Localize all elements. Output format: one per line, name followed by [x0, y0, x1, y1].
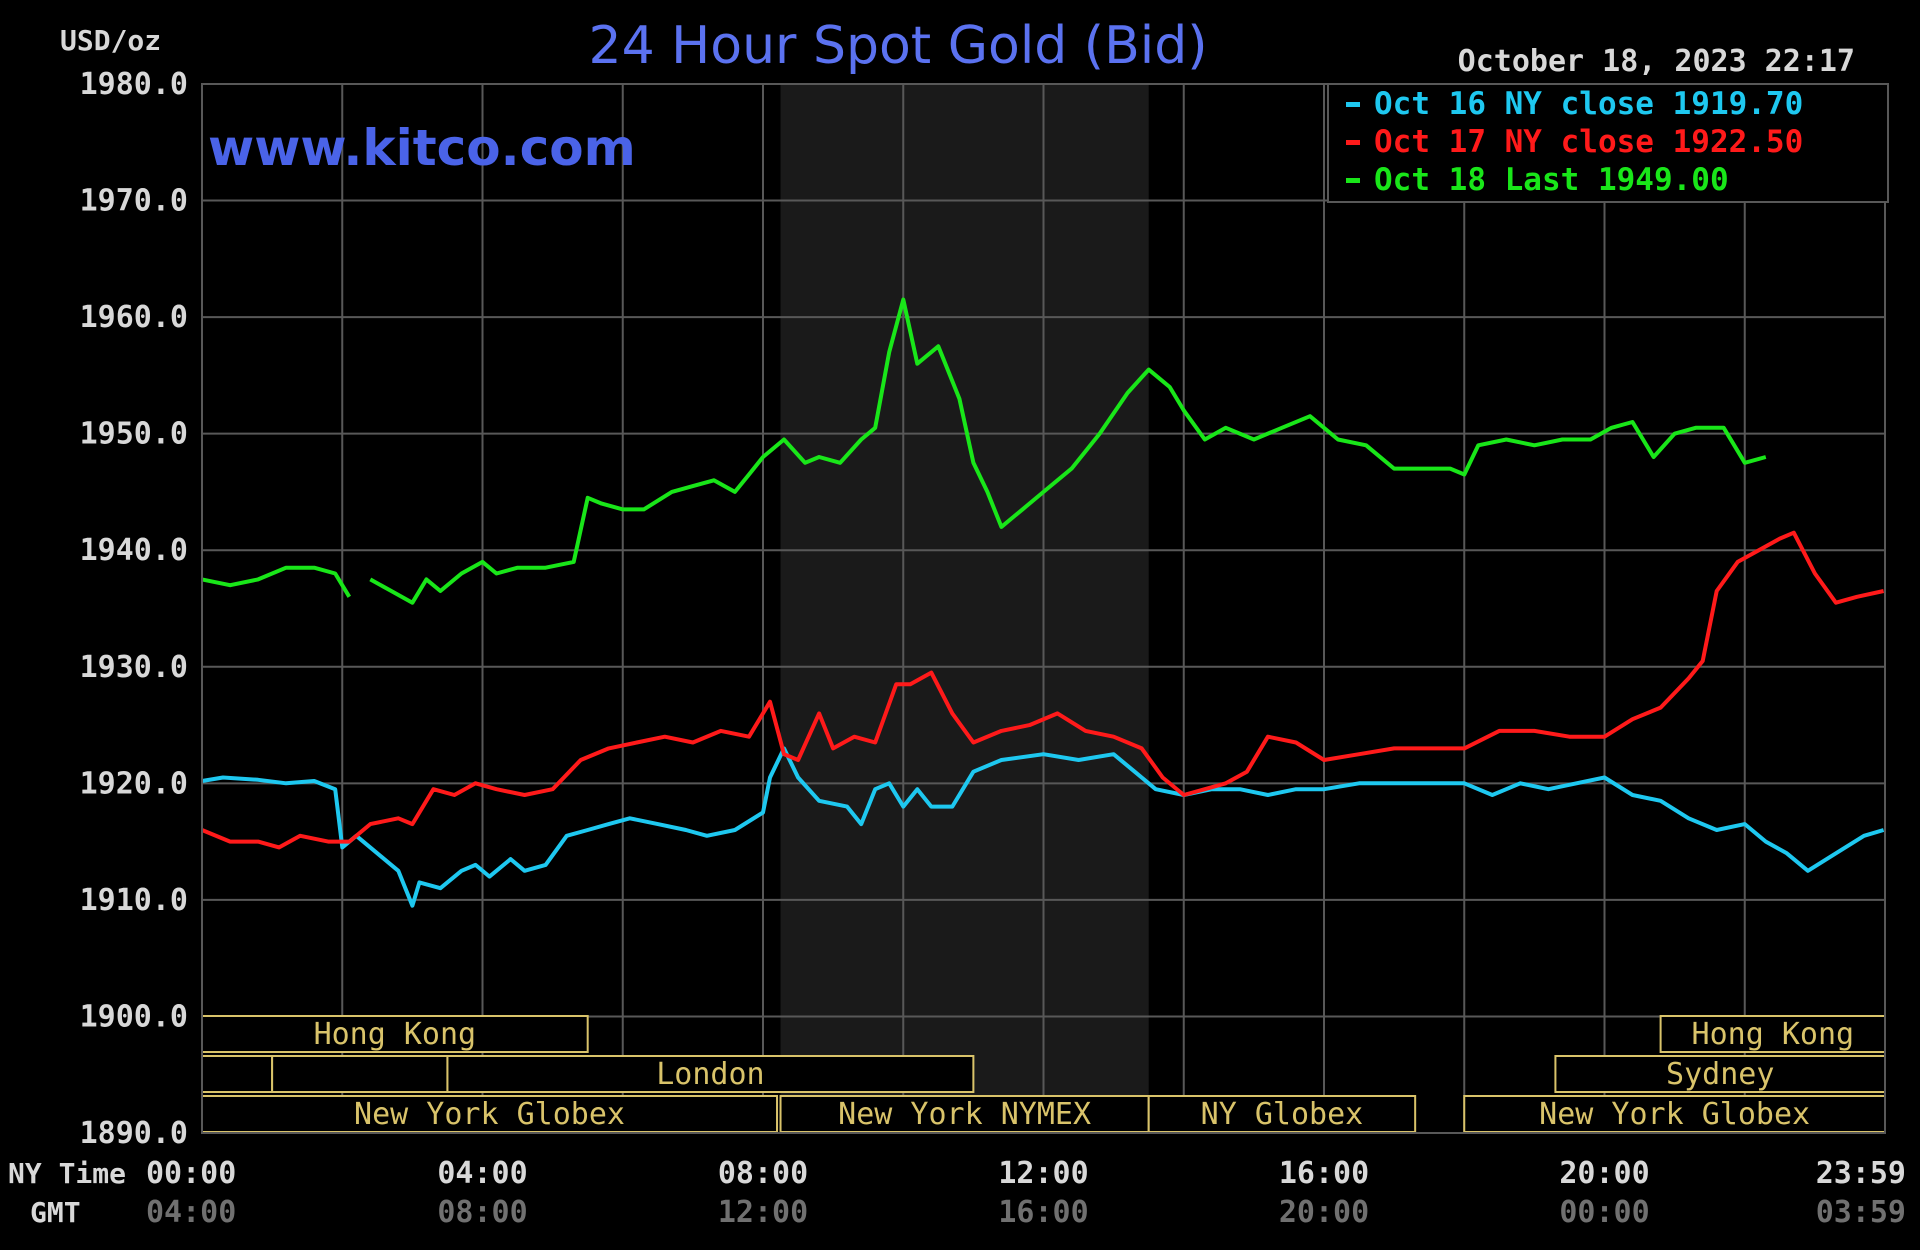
nymex-session-shade: [780, 84, 1149, 1133]
x-tick-label-ny: 04:00: [437, 1156, 527, 1191]
session-label: Hong Kong: [1692, 1017, 1855, 1052]
session-label: New York Globex: [1539, 1097, 1810, 1132]
y-tick-label: 1960.0: [80, 300, 188, 335]
y-tick-label: 1910.0: [80, 883, 188, 918]
x-row-label-gmt: GMT: [30, 1196, 81, 1229]
session-bar: [201, 1055, 274, 1093]
legend-entry: Oct 16 NY close 1919.70: [1374, 86, 1803, 122]
session-label: Hong Kong: [314, 1017, 477, 1052]
session-bar: Sydney: [1554, 1055, 1886, 1093]
session-bar: New York Globex: [201, 1095, 779, 1133]
session-label: London: [656, 1057, 764, 1092]
chart-grid: [202, 84, 1885, 1133]
x-tick-label-gmt: 16:00: [998, 1195, 1088, 1230]
x-row-label-ny: NY Time: [8, 1157, 126, 1190]
x-tick-label-ny: 12:00: [998, 1156, 1088, 1191]
y-tick-label: 1940.0: [80, 533, 188, 568]
plot-frame: [201, 83, 1886, 1134]
y-tick-label: 1980.0: [80, 67, 188, 102]
session-box: [1554, 1055, 1886, 1093]
x-tick-label-ny: 08:00: [718, 1156, 808, 1191]
y-tick-label: 1950.0: [80, 417, 188, 452]
session-bar: Hong Kong: [1659, 1015, 1886, 1053]
session-bar: NY Globex: [1147, 1095, 1417, 1133]
session-bar: Hong Kong: [201, 1015, 589, 1053]
session-label: New York NYMEX: [838, 1097, 1091, 1132]
session-bar: New York Globex: [1463, 1095, 1886, 1133]
series-line: [201, 746, 1885, 908]
session-box: [201, 1055, 274, 1093]
x-tick-label-gmt: 12:00: [718, 1195, 808, 1230]
legend-swatch: [1346, 140, 1360, 145]
x-tick-label-gmt: 03:59: [1816, 1195, 1906, 1230]
session-box: [271, 1055, 449, 1093]
session-label: NY Globex: [1201, 1097, 1364, 1132]
y-tick-label: 1970.0: [80, 184, 188, 219]
x-tick-label-gmt: 00:00: [1559, 1195, 1649, 1230]
session-bar: New York NYMEX: [779, 1095, 1150, 1133]
y-tick-label: 1890.0: [80, 1116, 188, 1151]
session-box: [779, 1095, 1150, 1133]
x-tick-label-gmt: 04:00: [146, 1195, 236, 1230]
y-axis-label: USD/oz: [60, 24, 161, 57]
x-tick-label-gmt: 20:00: [1279, 1195, 1369, 1230]
legend-entry: Oct 17 NY close 1922.50: [1374, 124, 1803, 160]
x-tick-label-ny: 00:00: [146, 1156, 236, 1191]
session-box: [1659, 1015, 1886, 1053]
session-bar: London: [446, 1055, 975, 1093]
session-box: [446, 1055, 975, 1093]
shade-rect: [780, 84, 1149, 1133]
y-tick-label: 1920.0: [80, 766, 188, 801]
x-tick-label-ny: 16:00: [1279, 1156, 1369, 1191]
legend-swatch: [1346, 102, 1360, 107]
legend-swatch: [1346, 178, 1360, 183]
y-tick-label: 1900.0: [80, 999, 188, 1034]
session-box: [1147, 1095, 1417, 1133]
chart-title: 24 Hour Spot Gold (Bid): [588, 16, 1207, 76]
x-axis-ticks: 00:00 04:00 04:00 08:00 08:00 12:00 12:00 16:00…: [146, 1156, 1906, 1230]
price-series: [201, 297, 1885, 908]
session-box: [1463, 1095, 1886, 1133]
timestamp: October 18, 2023 22:17: [1458, 44, 1855, 79]
series-line: [201, 530, 1885, 850]
x-tick-label-ny: 23:59: [1816, 1156, 1906, 1191]
x-tick-label-ny: 20:00: [1559, 1156, 1649, 1191]
y-tick-label: 1930.0: [80, 650, 188, 685]
session-label: New York Globex: [354, 1097, 625, 1132]
session-bar: [271, 1055, 449, 1093]
trading-sessions: Hong Kong London New York Globex New York N…: [201, 1015, 1886, 1133]
series-line: [201, 297, 1767, 605]
legend-box: [1327, 83, 1889, 203]
legend-entry: Oct 18 Last 1949.00: [1374, 162, 1729, 198]
y-axis-ticks: 1980.0 1970.0 1960.0 1950.0 1940.0 1930.0 1920…: [80, 67, 188, 1151]
session-label: Sydney: [1666, 1057, 1774, 1092]
x-tick-label-gmt: 08:00: [437, 1195, 527, 1230]
watermark: www.kitco.com: [208, 119, 636, 177]
session-box: [201, 1015, 589, 1053]
